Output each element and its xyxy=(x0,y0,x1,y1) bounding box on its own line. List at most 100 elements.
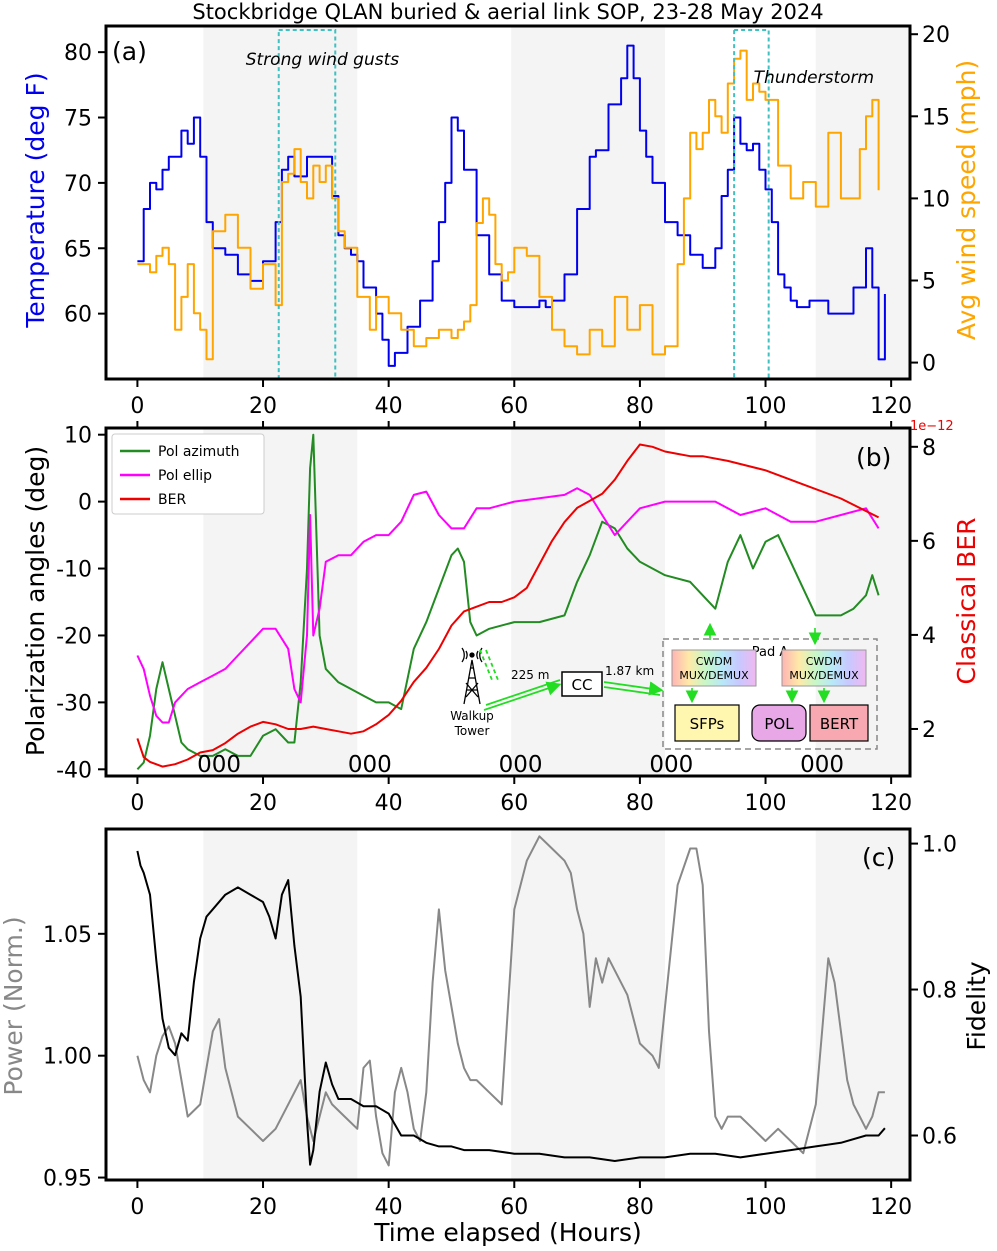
event-box xyxy=(277,29,337,380)
x-tick-label: 20 xyxy=(249,791,277,816)
band-label: 000 xyxy=(197,752,241,778)
network-schematic-inset: Walkup Tower 225 m CC 1.87 km Pad A CWDM… xyxy=(450,622,878,750)
y-right-tick-label: 6 xyxy=(922,530,936,555)
y-right-tick-label: 1.0 xyxy=(922,833,957,858)
x-tick-label: 20 xyxy=(249,394,277,419)
tower-label-line1: Walkup xyxy=(450,709,494,723)
series-avg-wind-speed xyxy=(137,49,880,361)
event-label: Thunderstorm xyxy=(754,68,874,88)
x-tick-label: 40 xyxy=(375,1195,403,1220)
y-left-tick-label: 0.95 xyxy=(43,1167,92,1192)
night-band xyxy=(511,26,666,379)
sfps-label: SFPs xyxy=(690,715,725,733)
y-left-tick-label: 65 xyxy=(64,237,92,262)
panel-a-right-axis-label: Avg wind speed (mph) xyxy=(952,60,981,340)
panel-a-label: (a) xyxy=(112,37,147,66)
x-tick-label: 20 xyxy=(249,1195,277,1220)
x-tick-label: 80 xyxy=(626,791,654,816)
y-left-tick-label: 1.00 xyxy=(43,1045,92,1070)
panel-a: Strong wind gusts Thunderstorm 0 20 40 60 80 1… xyxy=(21,23,981,419)
legend-label-ellip: Pol ellip xyxy=(158,468,212,484)
y-right-tick-label: 5 xyxy=(922,269,936,294)
axes-frame xyxy=(104,827,912,1182)
x-tick-label: 100 xyxy=(745,394,787,419)
y-left-tick-label: 10 xyxy=(64,424,92,449)
panel-c-axes: 0 20 40 60 80 100 120 0.95 1.00 1.05 0.6 0.8 1.0 xyxy=(43,827,957,1220)
x-tick-label: 100 xyxy=(745,791,787,816)
distance-label-225m: 225 m xyxy=(511,668,549,682)
event-label: Strong wind gusts xyxy=(246,50,400,70)
x-tick-label: 60 xyxy=(500,791,528,816)
night-band xyxy=(203,829,358,1180)
band-label: 000 xyxy=(348,752,392,778)
pol-box xyxy=(751,704,807,742)
panel-b: 000 000 000 000 000 0 20 40 60 80 100 120-40-30-20… xyxy=(21,419,981,816)
y-right-tick-label: 2 xyxy=(922,718,936,743)
y-right-tick-label: 8 xyxy=(922,436,936,461)
cwdm-2-line1: CWDM xyxy=(806,655,843,668)
axes-frame xyxy=(104,24,912,381)
series-fidelity xyxy=(136,850,886,1166)
x-tick-label: 120 xyxy=(870,394,912,419)
legend-box xyxy=(111,433,265,515)
cwdm-2-line2: MUX/DEMUX xyxy=(789,669,859,682)
inset-arrows xyxy=(685,622,831,704)
x-tick-label: 0 xyxy=(130,1195,144,1220)
y-left-tick-label: -40 xyxy=(56,758,92,783)
x-tick-label: 80 xyxy=(626,394,654,419)
night-band xyxy=(511,829,666,1180)
fiber-link-cc-to-pad xyxy=(603,681,664,696)
x-tick-label: 40 xyxy=(375,791,403,816)
figure-title: Stockbridge QLAN buried & aerial link SO… xyxy=(192,0,823,24)
y-left-tick-label: 0 xyxy=(78,491,92,516)
pad-a-box xyxy=(662,638,878,750)
pad-a-label: Pad A xyxy=(752,645,789,660)
x-tick-label: 0 xyxy=(130,791,144,816)
legend-label-azimuth: Pol azimuth xyxy=(158,444,240,460)
panel-c-label: (c) xyxy=(862,843,895,872)
bert-label: BERT xyxy=(820,715,859,733)
night-band xyxy=(203,26,358,379)
cc-box xyxy=(561,671,603,697)
y-right-tick-label: 0 xyxy=(922,352,936,377)
y-right-tick-label: 0.6 xyxy=(922,1124,957,1149)
panel-b-axes: 0 20 40 60 80 100 120 -40 -30 -20 -10 0 10 2 4 6 8 xyxy=(56,421,936,816)
panel-b-right-axis-multiplier: 1e−12 xyxy=(910,419,954,434)
y-left-tick-label: -10 xyxy=(56,558,92,583)
y-left-tick-label: 75 xyxy=(64,107,92,132)
tower-label-line2: Tower xyxy=(454,724,490,738)
panel-c-left-axis-label: Power (Norm.) xyxy=(0,916,28,1095)
y-right-tick-label: 0.8 xyxy=(922,979,957,1004)
y-right-tick-label: 4 xyxy=(922,624,936,649)
x-tick-label: 0 xyxy=(130,394,144,419)
axes-frame xyxy=(104,426,912,778)
sfps-box xyxy=(674,704,740,742)
y-right-tick-label: 15 xyxy=(922,105,950,130)
panel-a-left-axis-label: Temperature (deg F) xyxy=(21,72,50,328)
panel-c: 0 20 40 60 80 100 120 0.95 1.00 1.05 0.6 0.8 1.0 (c)… xyxy=(0,827,991,1247)
band-label: 000 xyxy=(499,752,543,778)
legend-label-ber: BER xyxy=(158,492,186,508)
x-tick-label: 40 xyxy=(375,394,403,419)
x-tick-label: 60 xyxy=(500,394,528,419)
cwdm-1-line1: CWDM xyxy=(696,655,733,668)
cwdm-box-1 xyxy=(671,649,757,687)
y-left-tick-label: 60 xyxy=(64,303,92,328)
x-tick-label: 120 xyxy=(870,1195,912,1220)
x-tick-label: 100 xyxy=(745,1195,787,1220)
panel-c-right-axis-label: Fidelity xyxy=(962,961,991,1050)
night-band xyxy=(815,829,910,1180)
y-right-tick-label: 10 xyxy=(922,187,950,212)
x-tick-label: 80 xyxy=(626,1195,654,1220)
series-power xyxy=(136,835,885,1167)
y-left-tick-label: -20 xyxy=(56,624,92,649)
tower-icon xyxy=(461,647,483,705)
night-band xyxy=(815,26,910,379)
panel-b-left-axis-label: Polarization angles (deg) xyxy=(21,446,50,756)
panel-c-x-axis-label: Time elapsed (Hours) xyxy=(373,1218,642,1247)
panel-b-right-axis-label: Classical BER xyxy=(952,518,981,685)
cc-label: CC xyxy=(572,676,593,694)
y-left-tick-label: 70 xyxy=(64,172,92,197)
panel-b-label: (b) xyxy=(856,443,891,472)
